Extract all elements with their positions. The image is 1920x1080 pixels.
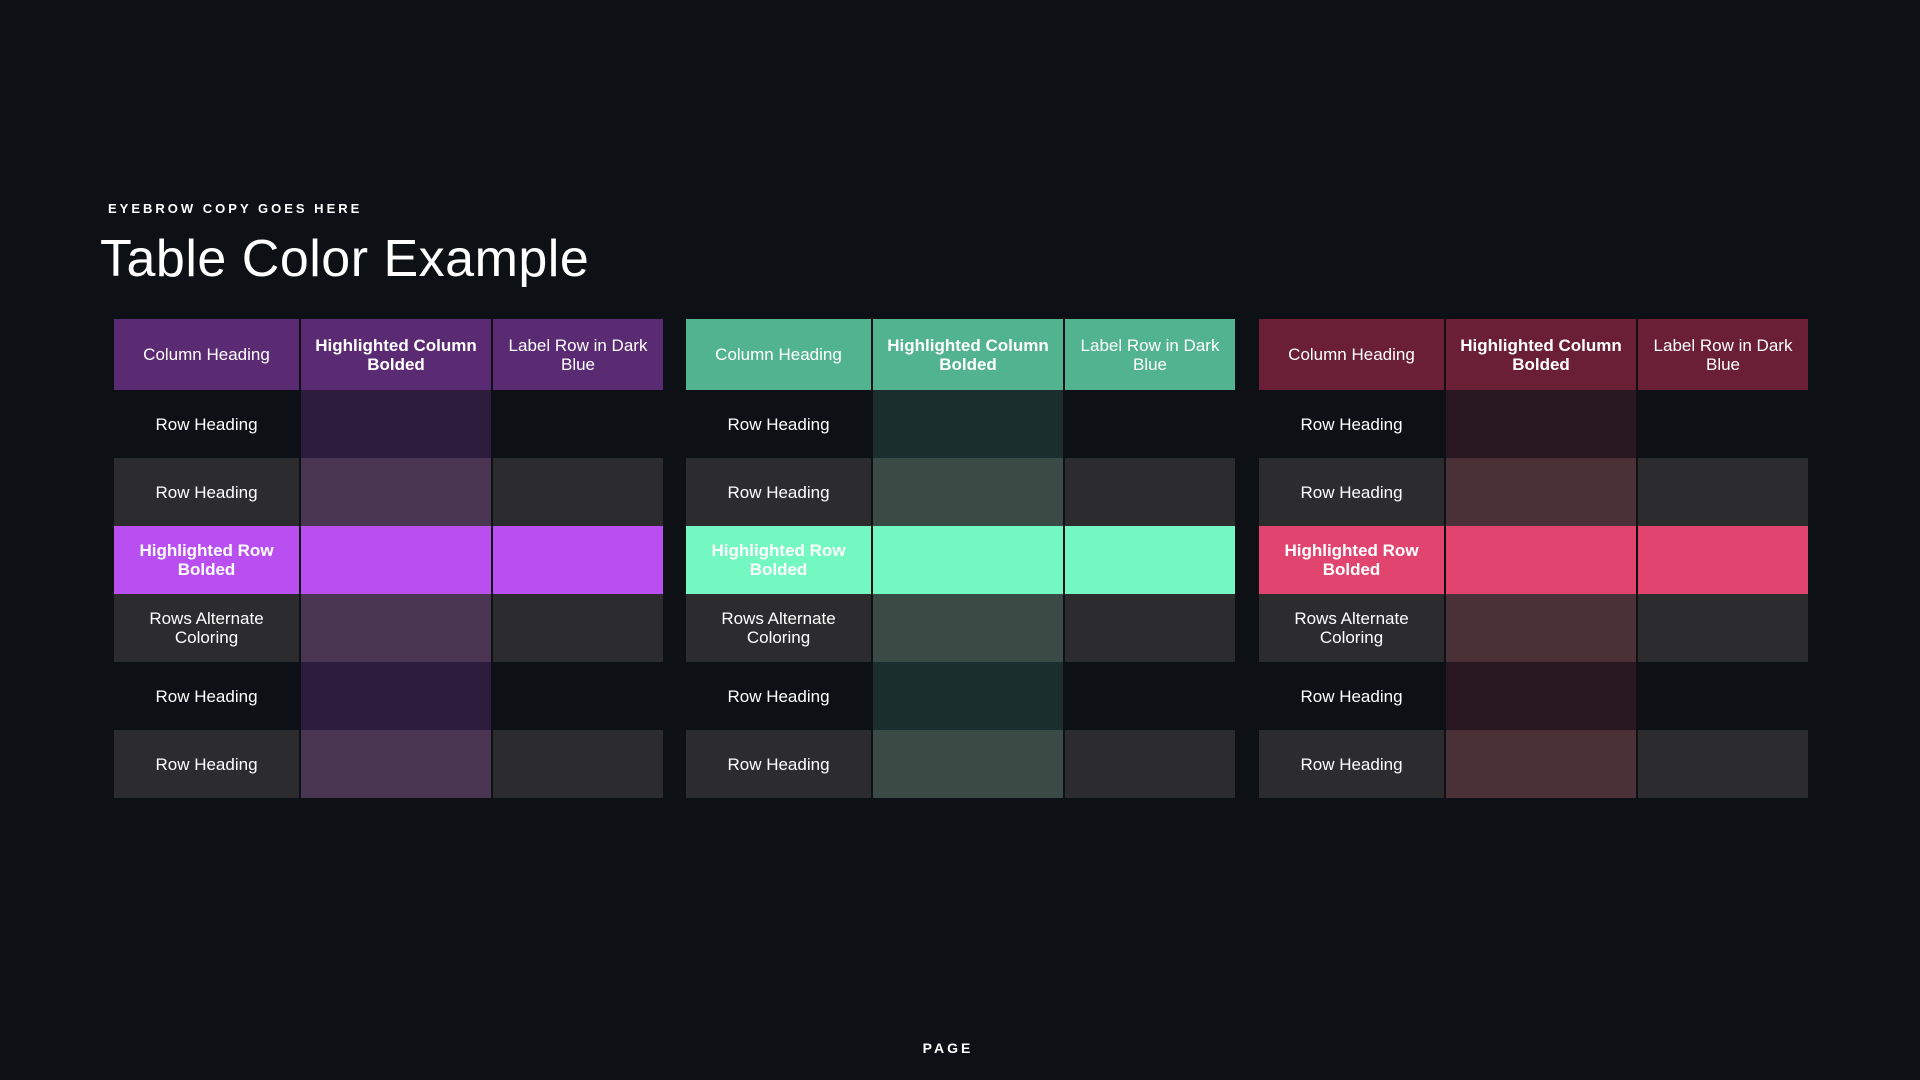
table-cell (301, 730, 491, 798)
highlighted-row-heading: Highlighted Row Bolded (1259, 526, 1444, 594)
highlighted-row-heading: Highlighted Row Bolded (686, 526, 871, 594)
table-cell (1638, 730, 1808, 798)
table-purple: Column Heading Highlighted Column Bolded L… (114, 319, 663, 798)
highlighted-row-heading: Highlighted Row Bolded (114, 526, 299, 594)
table-cell (1638, 662, 1808, 730)
row-heading: Row Heading (1259, 458, 1444, 526)
table-cell (1065, 594, 1235, 662)
column-header: Column Heading (686, 319, 871, 390)
row-heading: Row Heading (1259, 662, 1444, 730)
table-cell (1446, 526, 1636, 594)
row-heading: Row Heading (114, 730, 299, 798)
table-cell (1065, 730, 1235, 798)
table-cell (1065, 662, 1235, 730)
label-column-header: Label Row in Dark Blue (1065, 319, 1235, 390)
table-cell (493, 390, 663, 458)
table-cell (1065, 390, 1235, 458)
table-cell (1446, 662, 1636, 730)
row-heading: Rows Alternate Coloring (114, 594, 299, 662)
table-cell (1638, 526, 1808, 594)
table-cell (301, 390, 491, 458)
row-heading: Row Heading (686, 730, 871, 798)
table-cell (493, 594, 663, 662)
table-cell (873, 526, 1063, 594)
table-cell (301, 662, 491, 730)
row-heading: Row Heading (686, 662, 871, 730)
table-cell (873, 390, 1063, 458)
label-column-header: Label Row in Dark Blue (493, 319, 663, 390)
column-header: Column Heading (1259, 319, 1444, 390)
table-green: Column Heading Highlighted Column Bolded L… (686, 319, 1235, 798)
table-red: Column Heading Highlighted Column Bolded L… (1259, 319, 1808, 798)
table-cell (493, 526, 663, 594)
table-cell (301, 458, 491, 526)
row-heading: Row Heading (114, 458, 299, 526)
row-heading: Rows Alternate Coloring (686, 594, 871, 662)
table-cell (493, 458, 663, 526)
table-cell (1446, 594, 1636, 662)
table-cell (1638, 458, 1808, 526)
highlighted-column-header: Highlighted Column Bolded (301, 319, 491, 390)
table-cell (301, 594, 491, 662)
page-label: PAGE (922, 1040, 974, 1056)
row-heading: Rows Alternate Coloring (1259, 594, 1444, 662)
table-cell (301, 526, 491, 594)
row-heading: Row Heading (1259, 730, 1444, 798)
label-column-header: Label Row in Dark Blue (1638, 319, 1808, 390)
table-cell (1446, 730, 1636, 798)
table-cell (493, 730, 663, 798)
row-heading: Row Heading (686, 390, 871, 458)
page-title: Table Color Example (100, 230, 590, 288)
column-header: Column Heading (114, 319, 299, 390)
eyebrow-text: EYEBROW COPY GOES HERE (108, 201, 363, 216)
table-cell (1446, 390, 1636, 458)
table-cell (873, 662, 1063, 730)
table-cell (1446, 458, 1636, 526)
table-cell (1638, 390, 1808, 458)
highlighted-column-header: Highlighted Column Bolded (873, 319, 1063, 390)
row-heading: Row Heading (114, 390, 299, 458)
table-cell (1065, 526, 1235, 594)
table-cell (873, 458, 1063, 526)
highlighted-column-header: Highlighted Column Bolded (1446, 319, 1636, 390)
table-cell (1065, 458, 1235, 526)
table-cell (1638, 594, 1808, 662)
table-cell (873, 594, 1063, 662)
table-cell (493, 662, 663, 730)
row-heading: Row Heading (1259, 390, 1444, 458)
table-cell (873, 730, 1063, 798)
row-heading: Row Heading (686, 458, 871, 526)
row-heading: Row Heading (114, 662, 299, 730)
